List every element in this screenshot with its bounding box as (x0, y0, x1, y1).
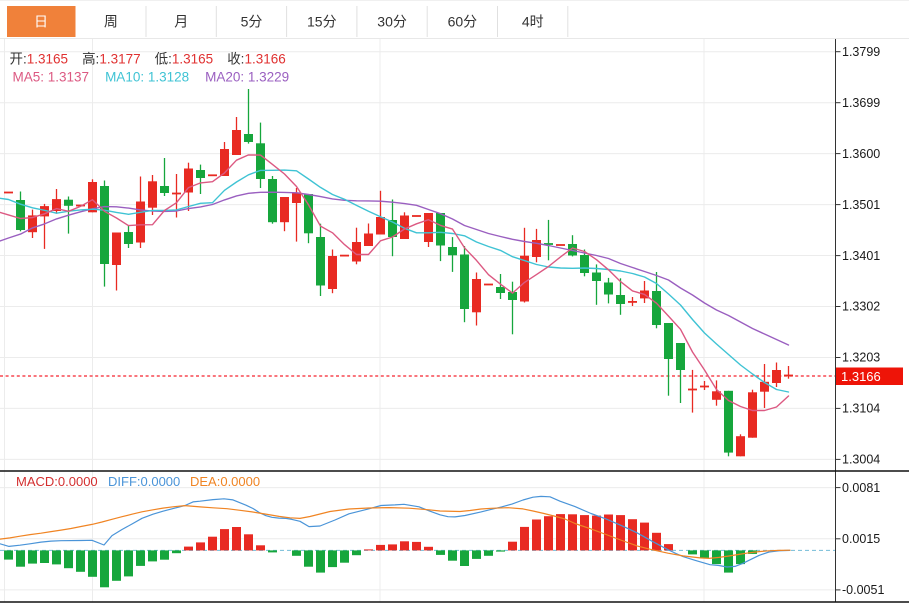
svg-text:4时: 4时 (522, 14, 544, 30)
svg-text:-0.0051: -0.0051 (842, 583, 884, 597)
svg-text:周: 周 (104, 14, 118, 30)
svg-text:15分: 15分 (307, 14, 337, 30)
svg-text:DIFF:0.0000: DIFF:0.0000 (108, 474, 180, 489)
svg-text:1.3799: 1.3799 (842, 45, 880, 59)
svg-text:5分: 5分 (241, 14, 263, 30)
svg-text:1.3203: 1.3203 (842, 351, 880, 365)
svg-text:1.3004: 1.3004 (842, 453, 880, 467)
svg-text:日: 日 (34, 14, 48, 30)
svg-text:0.0015: 0.0015 (842, 532, 880, 546)
svg-text:30分: 30分 (377, 14, 407, 30)
svg-text:DEA:0.0000: DEA:0.0000 (190, 474, 260, 489)
svg-text:1.3699: 1.3699 (842, 96, 880, 110)
svg-text:1.3104: 1.3104 (842, 402, 880, 416)
svg-text:1.3166: 1.3166 (841, 369, 881, 384)
svg-text:0.0081: 0.0081 (842, 481, 880, 495)
svg-text:MACD:0.0000: MACD:0.0000 (16, 474, 98, 489)
svg-text:1.3401: 1.3401 (842, 249, 880, 263)
svg-text:1.3600: 1.3600 (842, 147, 880, 161)
svg-text:月: 月 (174, 14, 188, 30)
svg-text:1.3501: 1.3501 (842, 198, 880, 212)
svg-text:60分: 60分 (448, 14, 478, 30)
svg-text:1.3302: 1.3302 (842, 300, 880, 314)
